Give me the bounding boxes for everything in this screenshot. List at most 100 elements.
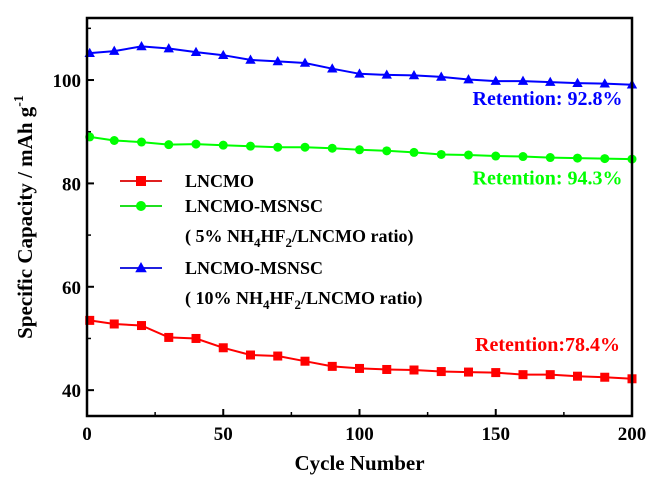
y-axis-title-main: Specific Capacity / mAh g [13, 106, 37, 339]
legend-note-2: ( 10% NH4HF2/LNCMO ratio) [185, 288, 422, 312]
series-2-point-6 [245, 54, 256, 64]
x-tick-label-1: 50 [214, 424, 233, 445]
y-tick-label-2: 80 [62, 174, 81, 195]
series-1-point-17 [545, 153, 555, 163]
series-2-point-11 [381, 69, 392, 79]
y-axis-title: Specific Capacity / mAh g-1 [12, 95, 37, 339]
series-layer [84, 41, 638, 384]
series-1 [85, 132, 637, 164]
legend-marker-0 [136, 176, 146, 186]
legend-marker-2 [135, 262, 147, 273]
series-0-point-15 [491, 368, 501, 378]
legend-label-1: LNCMO-MSNSC [185, 196, 323, 216]
y-tick-label-1: 60 [62, 278, 81, 299]
legend-item-0: LNCMO [120, 171, 254, 191]
series-2-point-18 [572, 77, 583, 87]
ticks-layer: 0 50 100 150 200 40 60 80 100 [53, 27, 646, 445]
series-2-point-19 [599, 78, 610, 88]
legend-marker-1 [136, 201, 146, 211]
retention-annotation-2: Retention:78.4% [475, 334, 620, 356]
series-2-point-8 [299, 57, 311, 67]
legend-item-1: LNCMO-MSNSC ( 5% NH4HF2/LNCMO ratio) [120, 196, 413, 250]
series-0-point-19 [600, 372, 610, 382]
y-tick-label-0: 40 [62, 381, 81, 402]
x-tick-label-2: 100 [345, 424, 374, 445]
series-2-point-15 [490, 75, 501, 85]
series-2-point-16 [517, 75, 529, 85]
series-1-point-3 [164, 140, 174, 150]
series-0-point-5 [218, 343, 228, 353]
series-0-point-14 [464, 367, 473, 377]
series-0-point-7 [273, 351, 283, 361]
x-tick-label-3: 150 [482, 424, 511, 445]
y-tick-label-3: 100 [53, 71, 82, 92]
series-1-point-18 [573, 153, 582, 163]
series-2-point-17 [545, 76, 556, 86]
legend-item-2: LNCMO-MSNSC ( 10% NH4HF2/LNCMO ratio) [120, 258, 422, 312]
series-0-point-11 [382, 364, 392, 374]
legend-note-part: 2 [295, 297, 302, 312]
series-0-point-8 [300, 356, 310, 366]
legend-label-2: LNCMO-MSNSC [185, 258, 323, 278]
series-1-point-9 [327, 143, 337, 153]
series-1-point-2 [137, 137, 146, 147]
legend-note-part: 4 [263, 297, 270, 312]
series-0-point-0 [85, 315, 95, 325]
series-1-point-6 [246, 141, 255, 151]
series-2-point-10 [354, 68, 365, 78]
series-2-point-5 [218, 49, 229, 60]
legend-note-part: HF [270, 288, 295, 308]
series-0-point-16 [518, 370, 528, 380]
series-1-point-16 [518, 152, 528, 162]
series-0-point-18 [573, 371, 582, 381]
series-0-point-10 [355, 363, 364, 373]
x-tick-label-0: 0 [82, 424, 92, 445]
series-0-point-12 [409, 365, 419, 375]
series-1-point-10 [355, 145, 364, 155]
series-1-point-5 [218, 140, 228, 150]
series-1-point-7 [273, 142, 283, 152]
series-2-point-9 [327, 63, 338, 73]
series-2-point-2 [136, 41, 147, 51]
retention-annotation-1: Retention: 94.3% [473, 167, 623, 189]
series-1-point-19 [600, 154, 610, 164]
series-2-point-7 [272, 56, 283, 66]
legend-note-part: ( 5% NH [185, 226, 254, 247]
series-1-point-4 [191, 139, 201, 149]
legend-note-part: 4 [254, 235, 261, 250]
series-0 [85, 315, 637, 384]
series-2-point-13 [436, 71, 447, 81]
series-1-point-12 [409, 147, 419, 157]
series-2-point-4 [190, 46, 202, 56]
series-0-point-1 [109, 319, 119, 329]
series-0-point-6 [246, 350, 255, 360]
series-0-point-2 [137, 321, 146, 331]
series-0-point-3 [164, 332, 174, 342]
series-1-point-14 [464, 150, 473, 160]
series-1-point-1 [109, 136, 119, 146]
series-1-point-11 [382, 146, 392, 156]
series-2-point-3 [163, 43, 174, 53]
series-2-point-12 [408, 69, 420, 80]
series-0-point-4 [191, 333, 201, 343]
legend-note-part: 2 [286, 235, 293, 250]
retention-annotation-0: Retention: 92.8% [473, 88, 623, 110]
annotation-layer: Retention: 92.8% Retention: 94.3% Retentio… [473, 88, 623, 356]
legend-note-part: /LNCMO ratio) [300, 288, 422, 309]
series-1-point-13 [436, 149, 446, 159]
legend-note-part: HF [261, 226, 286, 246]
series-1-point-15 [491, 151, 501, 161]
series-1-point-8 [300, 142, 310, 152]
series-2-point-14 [463, 74, 474, 84]
series-0-point-9 [327, 361, 337, 371]
series-2-point-1 [109, 45, 120, 55]
legend-note-1: ( 5% NH4HF2/LNCMO ratio) [185, 226, 413, 250]
series-0-point-13 [436, 367, 446, 377]
legend-label-0: LNCMO [185, 171, 254, 191]
series-2 [84, 41, 638, 89]
series-0-point-17 [545, 370, 555, 380]
legend-note-part: /LNCMO ratio) [291, 226, 413, 247]
y-axis-title-sup: -1 [12, 95, 27, 107]
